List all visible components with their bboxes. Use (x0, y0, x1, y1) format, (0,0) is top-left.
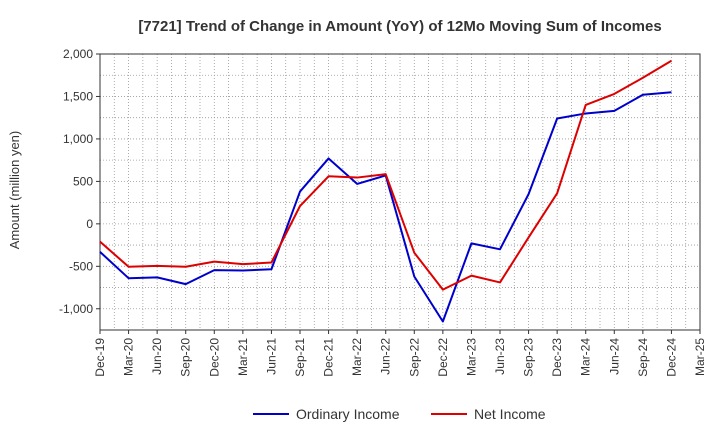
x-tick-label: Jun-23 (493, 338, 507, 375)
y-tick-label: -500 (69, 259, 93, 273)
x-tick-label: Mar-23 (464, 338, 478, 376)
y-tick-label: 500 (73, 174, 93, 188)
x-tick-label: Jun-20 (150, 338, 164, 375)
x-tick-label: Mar-24 (579, 338, 593, 376)
y-axis-label: Amount (million yen) (7, 131, 22, 250)
x-tick-label: Dec-22 (436, 338, 450, 377)
x-tick-label: Mar-22 (350, 338, 364, 376)
y-tick-label: 1,000 (63, 132, 93, 146)
x-tick-label: Sep-20 (179, 338, 193, 377)
x-tick-label: Dec-19 (93, 338, 107, 377)
x-tick-label: Dec-20 (207, 338, 221, 377)
x-tick-label: Sep-21 (293, 338, 307, 377)
x-tick-label: Dec-21 (322, 338, 336, 377)
y-tick-label: -1,000 (59, 302, 93, 316)
plot-border (99, 53, 701, 331)
plot-area: 2,000 1,500 1,000 500 0 -500 -1,000 Dec-19 Mar-2… (59, 47, 707, 377)
x-tick-label: Mar-21 (236, 338, 250, 376)
legend-label-net-income: Net Income (474, 406, 546, 422)
x-tick-label: Jun-22 (379, 338, 393, 375)
legend: Ordinary Income Net Income (253, 406, 546, 422)
x-tick-label: Sep-22 (407, 338, 421, 377)
x-tick-label: Mar-20 (122, 338, 136, 376)
y-tick-label: 0 (86, 217, 93, 231)
y-tick-label: 1,500 (63, 89, 93, 103)
x-tick-label: Mar-25 (693, 338, 707, 376)
x-tick-label: Sep-23 (522, 338, 536, 377)
x-tick-label: Dec-24 (664, 338, 678, 377)
x-tick-label: Dec-23 (550, 338, 564, 377)
x-tick-label: Jun-24 (607, 338, 621, 375)
x-tick-label: Sep-24 (636, 338, 650, 377)
y-tick-label: 2,000 (63, 47, 93, 61)
series-line-net-income (99, 59, 672, 291)
x-tick-label: Jun-21 (264, 338, 278, 375)
chart-title: [7721] Trend of Change in Amount (YoY) o… (138, 18, 661, 35)
legend-label-ordinary-income: Ordinary Income (296, 406, 400, 422)
